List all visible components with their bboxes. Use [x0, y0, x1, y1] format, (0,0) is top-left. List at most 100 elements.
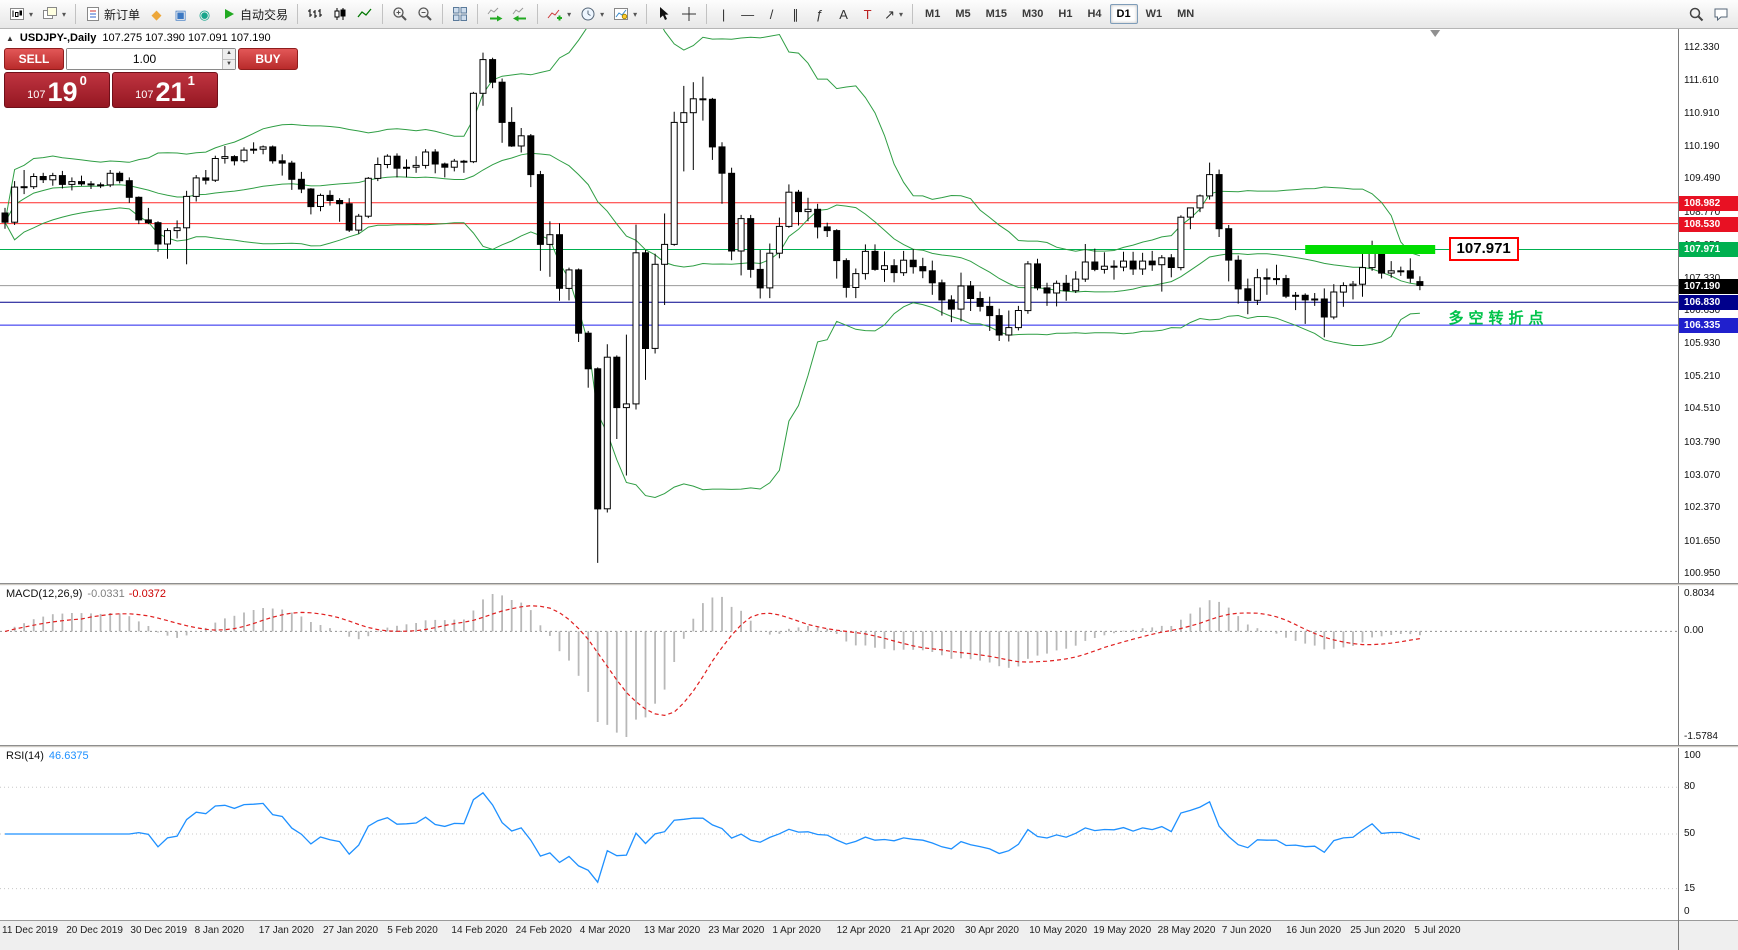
timeframe-m1-button[interactable]: M1	[925, 8, 941, 20]
timeframe-h4-button[interactable]: H4	[1087, 8, 1102, 20]
macd-scale-label: 0.8034	[1684, 588, 1715, 599]
dropdown-caret-icon[interactable]: ▾	[62, 9, 67, 19]
new-order-button[interactable]: 新订单	[81, 3, 144, 26]
dropdown-caret-icon[interactable]: ▾	[600, 9, 605, 19]
price-tick-label: 109.490	[1684, 173, 1721, 185]
date-label: 21 Apr 2020	[900, 925, 955, 936]
toolbar-separator	[537, 4, 539, 24]
sell-price-button[interactable]: 107 19 0	[4, 72, 110, 108]
timeframe-d1-button[interactable]: D1	[1109, 4, 1138, 24]
timeframe-w1-button[interactable]: W1	[1145, 8, 1163, 20]
buy-price-point: 1	[187, 73, 195, 88]
tile-windows-button[interactable]	[448, 3, 472, 26]
buy-button[interactable]: BUY	[238, 48, 298, 70]
main-price-scale[interactable]: 112.330 111.610 110.910 110.190 109.490 108.7…	[1679, 29, 1738, 583]
fibonacci-icon: ƒ	[815, 6, 824, 22]
indicators-icon	[547, 9, 563, 21]
chat-button[interactable]	[1709, 3, 1733, 26]
date-label: 5 Feb 2020	[387, 925, 438, 936]
indicators-button[interactable]: ▾	[543, 3, 575, 26]
autotrading-label: 自动交易	[240, 7, 289, 22]
volume-field: ▲ ▼	[66, 48, 236, 70]
main-chart-canvas[interactable]	[0, 29, 1678, 583]
volume-input[interactable]	[67, 49, 222, 69]
rsi-scale-label: 50	[1684, 828, 1696, 839]
new-order-icon	[87, 7, 100, 21]
note-annotation[interactable]: 多空转折点	[1448, 310, 1549, 328]
auto-scroll-button[interactable]	[483, 3, 507, 26]
volume-increase-button[interactable]: ▲	[223, 49, 235, 60]
date-label: 17 Jan 2020	[258, 925, 314, 936]
periods-button[interactable]: ▾	[576, 3, 608, 26]
zoom-out-icon	[418, 7, 432, 21]
date-label: 23 Mar 2020	[708, 925, 765, 936]
crosshair-button[interactable]	[677, 3, 701, 26]
price-tick-label: 103.790	[1684, 436, 1721, 448]
templates-icon	[614, 8, 629, 20]
timeframe-m30-button[interactable]: M30	[1022, 8, 1044, 20]
templates-button[interactable]: ▾	[609, 3, 641, 26]
buy-price-figure: 107	[135, 89, 154, 101]
profiles-button[interactable]: ▾	[38, 3, 70, 26]
cursor-button[interactable]	[652, 3, 676, 26]
timeframe-mn-button[interactable]: MN	[1177, 8, 1195, 20]
time-axis[interactable]: 11 Dec 2019 20 Dec 2019 30 Dec 2019 8 Jan 2…	[0, 920, 1678, 950]
rsi-scale[interactable]: 100 80 50 15 0	[1679, 748, 1738, 920]
text-label-button[interactable]: T	[856, 3, 879, 26]
date-label: 11 Dec 2019	[2, 925, 58, 936]
line-chart-mode-icon	[357, 8, 372, 18]
timeframe-h1-button[interactable]: H1	[1058, 8, 1073, 20]
rsi-value: 46.6375	[48, 750, 89, 762]
timeframe-m15-button[interactable]: M15	[985, 8, 1007, 20]
arrows-button[interactable]: ↗ ▾	[880, 3, 907, 26]
rsi-label: RSI(14) 46.6375	[6, 750, 89, 762]
autotrading-icon	[225, 9, 235, 19]
vertical-line-button[interactable]: |	[712, 3, 735, 26]
text-label-icon: T	[863, 6, 872, 22]
chat-icon	[1714, 8, 1728, 22]
equidistant-channel-button[interactable]: ∥	[784, 3, 807, 26]
macd-scale[interactable]: 0.8034 0.00 -1.5784	[1679, 586, 1738, 745]
panel-splitter[interactable]	[0, 583, 1738, 586]
volume-decrease-button[interactable]: ▼	[223, 59, 235, 69]
dropdown-caret-icon[interactable]: ▾	[633, 9, 638, 19]
chart-shift-button[interactable]	[508, 3, 532, 26]
dropdown-caret-icon[interactable]: ▾	[567, 9, 572, 19]
horizontal-line-button[interactable]: —	[736, 3, 759, 26]
signals-icon: ◉	[198, 6, 211, 22]
tile-windows-icon	[453, 7, 468, 21]
expand-arrow-icon[interactable]: ▲	[6, 34, 14, 43]
metaeditor-button[interactable]: ◆	[145, 3, 168, 26]
date-label: 30 Apr 2020	[965, 925, 1019, 936]
chart-symbol-info: ▲ USDJPY-,Daily 107.275 107.390 107.091 …	[6, 32, 271, 44]
signals-button[interactable]: ◉	[193, 3, 216, 26]
autotrading-button[interactable]: 自动交易	[217, 3, 292, 26]
fibonacci-button[interactable]: ƒ	[808, 3, 831, 26]
macd-canvas[interactable]	[0, 586, 1678, 745]
line-chart-mode-button[interactable]	[353, 3, 377, 26]
price-tick-label: 102.370	[1684, 502, 1721, 514]
zoom-in-button[interactable]	[388, 3, 412, 26]
bar-chart-mode-button[interactable]	[303, 3, 327, 26]
rsi-canvas[interactable]	[0, 748, 1678, 920]
zoom-out-button[interactable]	[413, 3, 437, 26]
macd-name: MACD(12,26,9)	[6, 588, 83, 600]
price-tag-annotation[interactable]: 107.971	[1448, 237, 1519, 262]
text-button[interactable]: A	[832, 3, 855, 26]
panel-splitter[interactable]	[0, 745, 1738, 748]
sell-button[interactable]: SELL	[4, 48, 64, 70]
market-icon: ▣	[174, 6, 187, 22]
date-label: 7 Jun 2020	[1221, 925, 1272, 936]
candle-chart-mode-button[interactable]	[328, 3, 352, 26]
dropdown-caret-icon[interactable]: ▾	[29, 9, 34, 19]
price-tick-label: 104.510	[1684, 403, 1721, 415]
timeframe-m5-button[interactable]: M5	[955, 8, 971, 20]
trend-line-button[interactable]: /	[760, 3, 783, 26]
market-button[interactable]: ▣	[169, 3, 192, 26]
date-label: 14 Feb 2020	[451, 925, 508, 936]
dropdown-caret-icon[interactable]: ▾	[899, 9, 904, 19]
date-label: 25 Jun 2020	[1350, 925, 1406, 936]
buy-price-button[interactable]: 107 21 1	[112, 72, 218, 108]
search-button[interactable]	[1684, 3, 1708, 26]
new-chart-button[interactable]: ▾	[5, 3, 37, 26]
